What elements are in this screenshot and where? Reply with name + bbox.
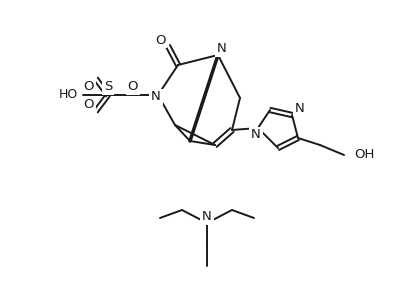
Text: N: N xyxy=(251,128,261,142)
Text: N: N xyxy=(202,211,212,224)
Text: S: S xyxy=(104,81,112,94)
Text: HO: HO xyxy=(59,88,78,102)
Text: N: N xyxy=(217,42,227,55)
Text: N: N xyxy=(295,102,305,115)
Text: OH: OH xyxy=(354,148,375,161)
Text: O: O xyxy=(84,98,94,111)
Text: O: O xyxy=(155,34,165,46)
Text: N: N xyxy=(151,91,161,104)
Text: O: O xyxy=(128,81,138,94)
Text: O: O xyxy=(84,79,94,92)
